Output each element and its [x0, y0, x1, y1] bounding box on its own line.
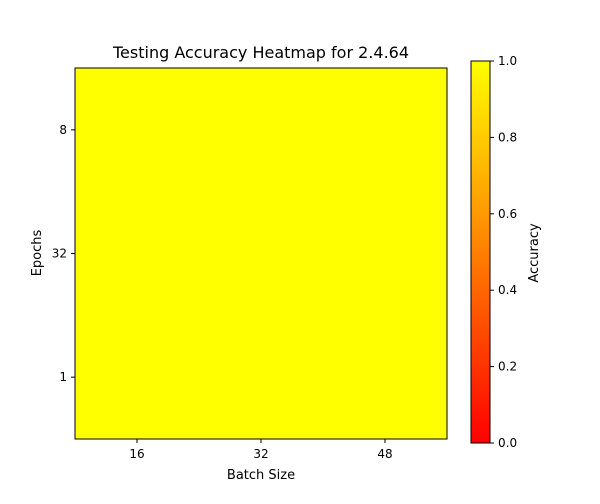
- colorbar-tick-label: 0.4: [498, 283, 517, 297]
- y-tick-label: 8: [59, 123, 67, 137]
- x-axis-label: Batch Size: [227, 468, 295, 483]
- heatmap-cell: [323, 68, 448, 193]
- y-tick-label: 1: [59, 370, 67, 384]
- colorbar-label: Accuracy: [527, 223, 542, 283]
- y-axis-label: Epochs: [30, 229, 45, 276]
- x-tick-label: 16: [129, 447, 144, 461]
- colorbar-tick-label: 1.0: [498, 54, 517, 68]
- colorbar-ticks: 0.0 0.2 0.4 0.6 0.8 1.0: [490, 54, 517, 450]
- y-axis-ticks: 8 32 1: [52, 123, 75, 384]
- heatmap-cells: [75, 68, 448, 440]
- x-axis-ticks: 16 32 48: [129, 439, 393, 461]
- heatmap-cell: [323, 191, 448, 316]
- chart-title: Testing Accuracy Heatmap for 2.4.64: [112, 43, 409, 62]
- colorbar-tick-label: 0.2: [498, 360, 517, 374]
- colorbar-tick-label: 0.0: [498, 436, 517, 450]
- x-tick-label: 48: [377, 447, 392, 461]
- x-tick-label: 32: [253, 447, 268, 461]
- heatmap-cell: [199, 315, 324, 440]
- heatmap-cell: [199, 68, 324, 193]
- heatmap-cell: [75, 191, 200, 316]
- heatmap-cell: [323, 315, 448, 440]
- heatmap-cell: [75, 68, 200, 193]
- colorbar: [470, 60, 491, 444]
- colorbar-tick-label: 0.8: [498, 130, 517, 144]
- heatmap-cell: [199, 191, 324, 316]
- colorbar-tick-label: 0.6: [498, 207, 517, 221]
- y-tick-label: 32: [52, 247, 67, 261]
- heatmap-cell: [75, 315, 200, 440]
